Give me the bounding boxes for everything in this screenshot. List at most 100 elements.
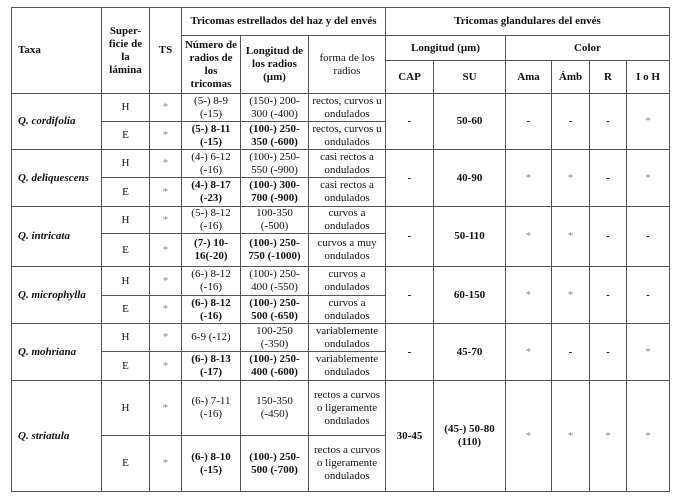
surface-cell: H (101, 266, 150, 296)
ts-cell: * (149, 266, 182, 296)
radius-count-cell: 6-9 (-12) (181, 323, 241, 352)
surface-cell: E (101, 233, 150, 267)
su-cell: 45-70 (433, 323, 506, 381)
ts-cell: * (149, 323, 182, 352)
radius-shape-cell: curvos a ondulados (308, 295, 386, 324)
ama-cell: * (505, 206, 552, 267)
table-row: E * (5-) 8-11 (-15) (100-) 250-350 (-600) re… (12, 121, 670, 150)
ioh-cell: * (626, 149, 670, 207)
ioh-cell: * (626, 380, 670, 492)
surface-cell: H (101, 149, 150, 178)
table-row: E * (6-) 8-10 (-15) (100-) 250-500 (-700) re… (12, 435, 670, 492)
table-row: Q. mohriana H * 6-9 (-12) 100-250 (-350) vari… (11, 323, 670, 381)
ts-cell: * (149, 93, 182, 122)
ioh-cell: - (626, 206, 670, 267)
amb-cell: * (551, 380, 590, 492)
header-su: SU (433, 60, 506, 94)
taxon-name: Q. cordifolia (11, 93, 102, 150)
ioh-cell: * (626, 93, 670, 150)
header-r: R (589, 60, 627, 94)
su-cell: 40-90 (433, 149, 506, 207)
cap-cell: - (385, 266, 434, 324)
radius-shape-cell: rectos, curvos u ondulados (308, 121, 386, 150)
radius-count-cell: (6-) 8-12 (-16) (181, 266, 241, 296)
radius-shape-cell: variablemente ondulados (308, 323, 386, 352)
su-cell: (45-) 50-80 (110) (433, 380, 506, 492)
amb-cell: * (551, 206, 590, 267)
surface-cell: H (101, 206, 150, 234)
header-glandulares: Tricomas glandulares del envés (385, 7, 670, 36)
radius-length-cell: (100-) 250-750 (-1000) (240, 233, 309, 267)
header-estrellados: Tricomas estrellados del haz y del envés (181, 7, 386, 36)
ts-cell: * (149, 149, 182, 178)
r-cell: - (589, 93, 627, 150)
table-row: Q. intricata H * (5-) 8-12 (-16) 100-350 (-5… (11, 206, 670, 267)
radius-count-cell: (6-) 7-11 (-16) (181, 380, 241, 436)
ama-cell: * (505, 323, 552, 381)
ts-cell: * (149, 233, 182, 267)
table-row: Q. cordifolia H * (5-) 8-9 (-15) (150-) 200-… (11, 93, 670, 150)
cap-cell: - (385, 206, 434, 267)
radius-length-cell: 100-350 (-500) (240, 206, 309, 234)
r-cell: * (589, 380, 627, 492)
surface-cell: E (101, 121, 150, 150)
ts-cell: * (149, 206, 182, 234)
surface-cell: H (101, 323, 150, 352)
table-row: Q. striatula H * (6-) 7-11 (-16) 150-350 (-4… (11, 380, 670, 492)
header-ts: TS (149, 7, 182, 94)
header-ioh: I o H (626, 60, 670, 94)
radius-shape-cell: rectos, curvos u ondulados (308, 93, 386, 122)
header-longitud: Longitud (µm) (385, 35, 506, 61)
surface-cell: E (101, 351, 150, 381)
cap-cell: - (385, 149, 434, 207)
header-superficie: Super-ficie de la lámina (101, 7, 150, 94)
amb-cell: - (551, 93, 590, 150)
radius-length-cell: (100-) 250-550 (-900) (240, 149, 309, 178)
su-cell: 50-60 (433, 93, 506, 150)
radius-shape-cell: curvos a ondulados (308, 266, 386, 296)
radius-count-cell: (5-) 8-11 (-15) (181, 121, 241, 150)
cap-cell: - (385, 93, 434, 150)
table-row: E * (7-) 10-16(-20) (100-) 250-750 (-1000) c… (12, 233, 670, 267)
ama-cell: * (505, 266, 552, 324)
table-row: E * (6-) 8-12 (-16) (100-) 250-500 (-650) cu… (12, 295, 670, 324)
ts-cell: * (149, 351, 182, 381)
radius-length-cell: (100-) 250-500 (-700) (240, 435, 309, 492)
amb-cell: * (551, 266, 590, 324)
ioh-cell: - (626, 266, 670, 324)
radius-shape-cell: rectos a curvos o ligeramente ondulados (308, 380, 386, 436)
header-forma: forma de los radios (308, 35, 386, 94)
header-cap: CAP (385, 60, 434, 94)
radius-length-cell: 150-350 (-450) (240, 380, 309, 436)
ts-cell: * (149, 177, 182, 207)
ama-cell: * (505, 380, 552, 492)
radius-count-cell: (6-) 8-12 (-16) (181, 295, 241, 324)
radius-count-cell: (4-) 6-12 (-16) (181, 149, 241, 178)
surface-cell: E (101, 177, 150, 207)
radius-count-cell: (6-) 8-10 (-15) (181, 435, 241, 492)
radius-shape-cell: casi rectos a ondulados (308, 149, 386, 178)
radius-shape-cell: curvos a muy ondulados (308, 233, 386, 267)
table-row: Q. deliquescens H * (4-) 6-12 (-16) (100-) 2… (11, 149, 670, 207)
r-cell: - (589, 206, 627, 267)
radius-count-cell: (7-) 10-16(-20) (181, 233, 241, 267)
ts-cell: * (149, 121, 182, 150)
header-ama: Ama (505, 60, 552, 94)
radius-shape-cell: rectos a curvos o ligeramente ondulados (308, 435, 386, 492)
radius-shape-cell: casi rectos a ondulados (308, 177, 386, 207)
ama-cell: - (505, 93, 552, 150)
header-amb: Ámb (551, 60, 590, 94)
amb-cell: * (551, 149, 590, 207)
radius-shape-cell: variablemente ondulados (308, 351, 386, 381)
surface-cell: H (101, 93, 150, 122)
header-taxa: Taxa (11, 7, 102, 94)
r-cell: - (589, 323, 627, 381)
surface-cell: H (101, 380, 150, 436)
table-row: Q. microphylla H * (6-) 8-12 (-16) (100-) 25… (11, 266, 670, 324)
taxon-name: Q. deliquescens (11, 149, 102, 207)
su-cell: 50-110 (433, 206, 506, 267)
surface-cell: E (101, 295, 150, 324)
ts-cell: * (149, 435, 182, 492)
cap-cell: 30-45 (385, 380, 434, 492)
taxon-name: Q. striatula (11, 380, 102, 492)
